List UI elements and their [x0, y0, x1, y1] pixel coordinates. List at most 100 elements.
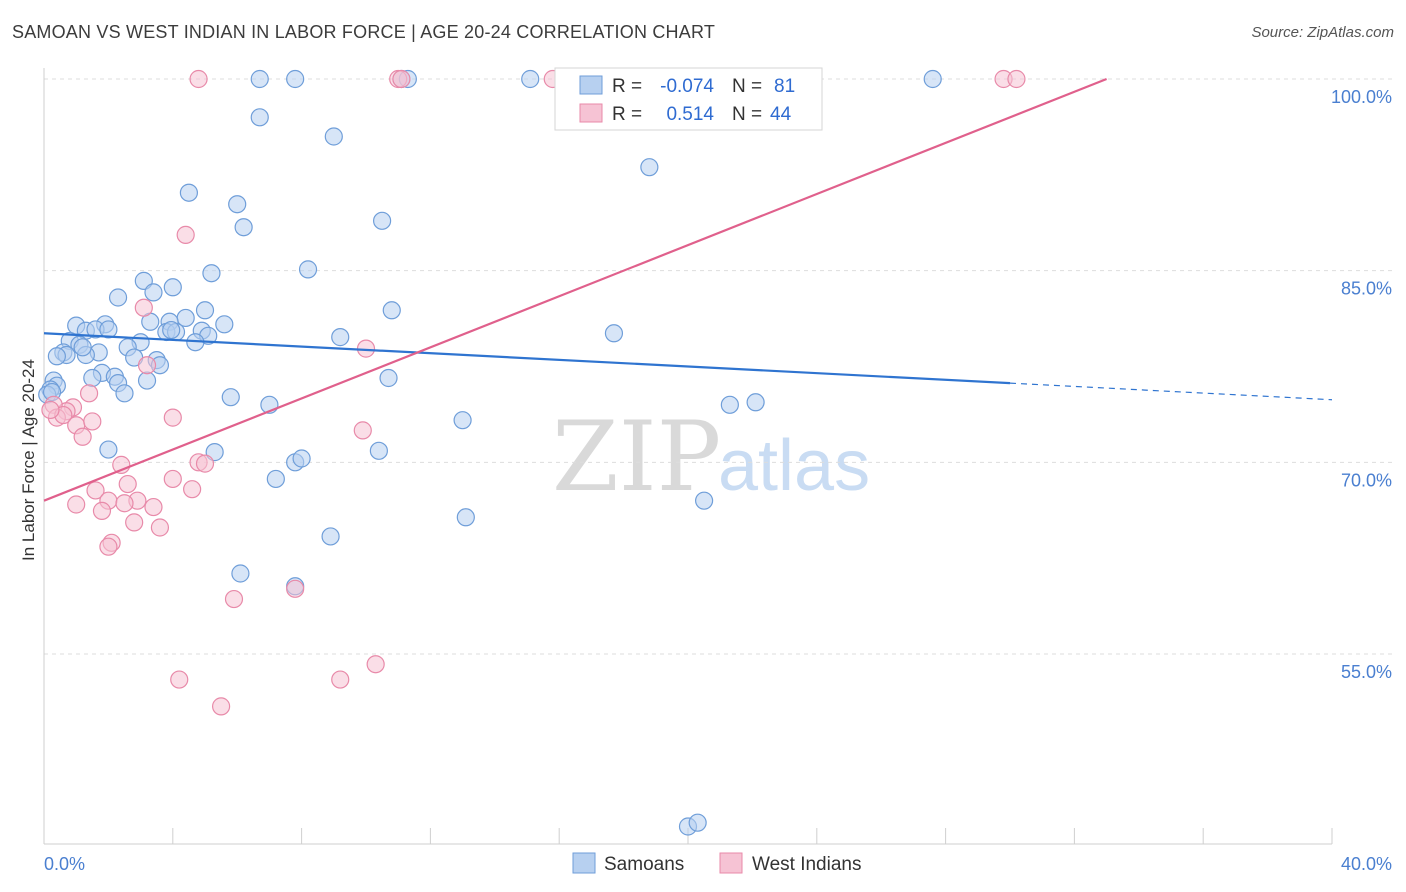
samoan-point — [202, 264, 221, 283]
samoans-trend-line — [43, 332, 1011, 385]
samoan-point — [83, 368, 102, 388]
x-tick-labels: 0.0% 40.0% — [44, 854, 1392, 874]
y-tick-label: 55.0% — [1341, 662, 1392, 682]
west-indian-point — [83, 412, 102, 431]
samoan-point — [47, 347, 66, 366]
samoan-point — [292, 449, 311, 468]
west-indian-point — [86, 481, 105, 500]
west-indian-point — [134, 298, 153, 317]
y-tick-label: 100.0% — [1331, 87, 1392, 107]
x-axis-ticks — [172, 828, 1333, 844]
samoan-point — [521, 69, 540, 89]
west-indian-point — [41, 400, 60, 420]
samoan-point — [688, 813, 707, 832]
samoan-point — [298, 260, 318, 279]
samoan-point — [324, 127, 343, 146]
west-indian-point — [150, 518, 170, 537]
samoan-point — [321, 527, 340, 546]
west-indian-point — [1007, 69, 1026, 89]
samoan-point — [231, 564, 250, 583]
samoan-point — [215, 315, 234, 334]
west-indian-point — [212, 697, 231, 716]
samoan-point — [286, 69, 305, 89]
west-indians-trend-line — [43, 77, 1108, 502]
samoan-point — [250, 69, 269, 89]
west-indian-point — [137, 356, 157, 375]
west-indian-point — [189, 69, 208, 89]
west-indian-point — [353, 421, 372, 440]
west-indians-swatch — [579, 103, 603, 123]
samoan-point — [604, 324, 624, 343]
west-indian-point — [392, 69, 411, 89]
samoans-swatch — [579, 75, 603, 95]
samoan-point — [379, 368, 398, 388]
x-tick-label: 0.0% — [44, 854, 85, 874]
samoan-point — [137, 371, 157, 390]
west-indian-point — [79, 384, 99, 403]
samoan-point — [221, 388, 240, 407]
watermark-zip: ZIP — [552, 401, 721, 513]
stats-r-value-west-indians: 0.514 — [666, 104, 714, 125]
west-indian-point — [67, 495, 86, 514]
samoan-point — [195, 301, 215, 320]
west-indian-point — [118, 474, 137, 494]
legend-swatch-west-indians — [719, 852, 743, 874]
samoan-point — [108, 288, 128, 307]
samoans-trend-extension — [1009, 382, 1333, 401]
stats-n-value-west-indians: 44 — [770, 104, 792, 125]
west-indian-point — [92, 501, 112, 520]
samoan-point — [179, 183, 198, 202]
samoan-point — [266, 469, 285, 489]
west-indian-point — [183, 480, 202, 499]
west-indian-point — [125, 513, 144, 532]
west-indian-point — [99, 537, 118, 556]
watermark-atlas: atlas — [718, 426, 870, 506]
samoan-point — [99, 320, 118, 339]
stats-r-label-samoans: R = — [612, 76, 642, 97]
samoan-point — [746, 393, 765, 412]
samoan-point — [228, 195, 247, 214]
samoan-point — [640, 158, 659, 177]
samoan-point — [694, 491, 714, 510]
legend-swatch-samoans — [572, 852, 596, 874]
west-indian-point — [366, 655, 385, 674]
samoan-point — [163, 278, 182, 297]
west-indian-point — [170, 670, 189, 689]
trend-lines — [43, 77, 1333, 502]
stats-r-value-samoans: -0.074 — [660, 76, 714, 97]
y-axis-title: In Labor Force | Age 20-24 — [19, 359, 38, 561]
samoan-point — [453, 411, 472, 430]
samoan-point — [382, 301, 401, 320]
samoan-point — [234, 218, 253, 237]
samoan-point — [923, 69, 942, 89]
samoan-point — [115, 384, 134, 403]
data-points — [38, 69, 1026, 836]
samoan-point — [73, 338, 92, 357]
samoan-point — [99, 440, 118, 459]
samoan-point — [456, 508, 475, 527]
west-indian-point — [176, 225, 195, 244]
west-indian-point — [144, 497, 163, 517]
west-indian-point — [163, 408, 182, 427]
series-legend: Samoans West Indians — [572, 852, 861, 875]
west-indian-point — [286, 579, 305, 598]
samoan-point — [331, 328, 350, 347]
samoan-point — [720, 395, 739, 414]
legend-label-samoans: Samoans — [604, 854, 684, 875]
stats-r-label-west-indians: R = — [612, 104, 642, 125]
west-indian-point — [224, 589, 244, 609]
stats-n-label-samoans: N = — [732, 76, 762, 97]
samoan-point — [369, 441, 388, 460]
west-indian-point — [115, 494, 134, 513]
chart-title: SAMOAN VS WEST INDIAN IN LABOR FORCE | A… — [12, 22, 716, 42]
west-indian-point — [331, 670, 350, 689]
x-tick-label: 40.0% — [1341, 854, 1392, 874]
legend-label-west-indians: West Indians — [752, 854, 861, 875]
stats-n-value-samoans: 81 — [774, 76, 795, 97]
samoan-point — [162, 320, 181, 340]
y-tick-label: 70.0% — [1341, 470, 1392, 490]
samoan-point — [144, 283, 163, 302]
west-indian-point — [195, 454, 215, 473]
y-tick-label: 85.0% — [1341, 279, 1392, 299]
